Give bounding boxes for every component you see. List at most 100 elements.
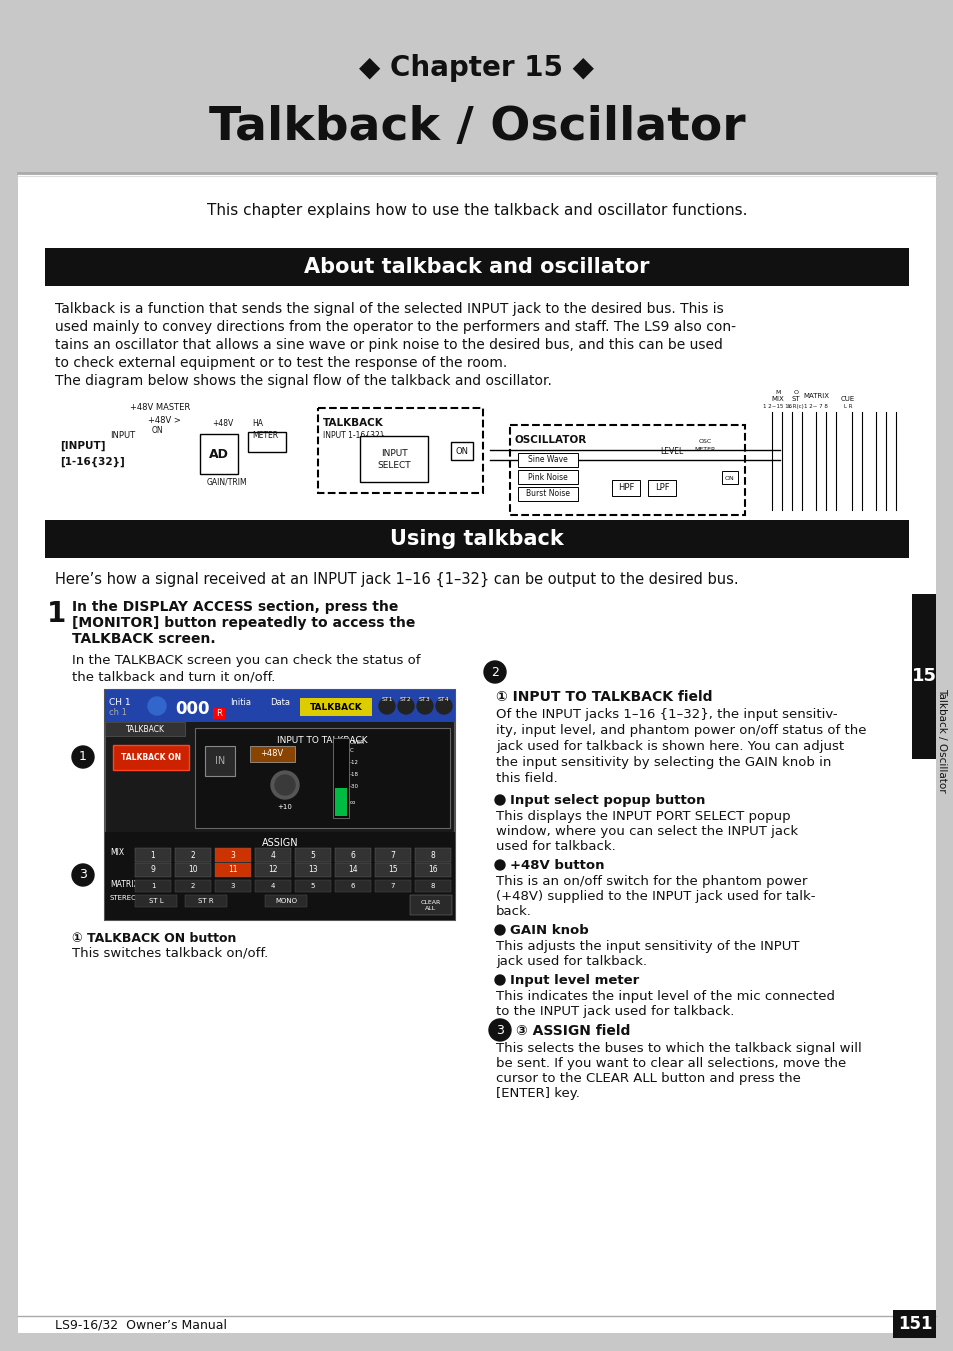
Text: TALKBACK: TALKBACK <box>310 703 362 712</box>
Bar <box>294 863 331 877</box>
Text: 5: 5 <box>311 851 315 859</box>
Text: 2: 2 <box>191 884 195 889</box>
Text: 15: 15 <box>910 667 936 685</box>
Text: Initia: Initia <box>230 698 251 707</box>
Text: jack used for talkback is shown here. You can adjust: jack used for talkback is shown here. Yo… <box>496 740 843 753</box>
Text: The diagram below shows the signal flow of the talkback and oscillator.: The diagram below shows the signal flow … <box>55 374 551 388</box>
Text: -30: -30 <box>350 784 358 789</box>
Text: window, where you can select the INPUT jack: window, where you can select the INPUT j… <box>496 825 798 838</box>
Text: INPUT: INPUT <box>380 450 407 458</box>
Bar <box>335 848 371 862</box>
Text: MONO: MONO <box>274 898 296 904</box>
Text: +48V MASTER: +48V MASTER <box>130 403 190 412</box>
Text: LPF: LPF <box>654 484 669 493</box>
Bar <box>105 690 455 721</box>
Text: -18: -18 <box>350 771 358 777</box>
Text: [INPUT]: [INPUT] <box>60 440 106 451</box>
Circle shape <box>378 698 395 713</box>
Text: MIX: MIX <box>110 848 124 857</box>
Text: HPF: HPF <box>618 484 634 493</box>
Text: +48V >: +48V > <box>148 416 181 426</box>
Circle shape <box>495 794 504 805</box>
Text: ST3: ST3 <box>418 697 431 703</box>
Bar <box>214 880 251 892</box>
Text: 16: 16 <box>428 866 437 874</box>
Text: C: C <box>350 748 354 753</box>
Text: 4: 4 <box>271 884 274 889</box>
Bar <box>415 848 451 862</box>
Text: used mainly to convey directions from the operator to the performers and staff. : used mainly to convey directions from th… <box>55 320 735 334</box>
Text: be sent. If you want to clear all selections, move the: be sent. If you want to clear all select… <box>496 1056 845 1070</box>
Text: Talkback / Oscillator: Talkback / Oscillator <box>936 688 946 792</box>
Text: 1: 1 <box>79 751 87 763</box>
Text: ASSIGN: ASSIGN <box>261 838 298 848</box>
Bar <box>375 863 411 877</box>
Bar <box>174 863 211 877</box>
Text: ◆ Chapter 15 ◆: ◆ Chapter 15 ◆ <box>359 54 594 82</box>
Text: OSC: OSC <box>698 439 711 444</box>
Text: this field.: this field. <box>496 771 558 785</box>
Text: R: R <box>215 709 222 719</box>
Text: 3: 3 <box>496 1024 503 1036</box>
Bar <box>375 880 411 892</box>
Bar <box>359 436 428 482</box>
Bar <box>214 863 251 877</box>
Bar <box>135 848 171 862</box>
Text: ON: ON <box>152 426 164 435</box>
Text: 1: 1 <box>151 884 155 889</box>
Text: [MONITOR] button repeatedly to access the: [MONITOR] button repeatedly to access th… <box>71 616 415 630</box>
Text: +48V: +48V <box>260 750 283 758</box>
Text: Input select popup button: Input select popup button <box>510 794 704 807</box>
Text: INPUT 1-16{32}: INPUT 1-16{32} <box>323 430 384 439</box>
Circle shape <box>274 775 294 794</box>
Bar <box>250 746 294 762</box>
Text: 151: 151 <box>897 1315 931 1333</box>
Text: This indicates the input level of the mic connected: This indicates the input level of the mi… <box>496 990 834 1002</box>
Circle shape <box>483 661 505 684</box>
Text: 8: 8 <box>431 884 435 889</box>
Text: 3: 3 <box>79 869 87 881</box>
Text: CUE: CUE <box>840 396 854 403</box>
Bar <box>205 746 234 775</box>
Text: IN: IN <box>214 757 225 766</box>
Bar <box>174 880 211 892</box>
Bar <box>105 690 455 920</box>
Text: OSCILLATOR: OSCILLATOR <box>515 435 587 444</box>
Text: MIX: MIX <box>771 396 783 403</box>
Bar <box>721 471 738 484</box>
Text: 12: 12 <box>268 866 277 874</box>
Text: +10: +10 <box>277 804 293 811</box>
Bar <box>18 18 935 173</box>
Text: +48V: +48V <box>212 420 233 428</box>
Bar <box>451 442 473 459</box>
Text: 000: 000 <box>174 700 210 717</box>
Bar <box>45 249 908 286</box>
Text: ST4: ST4 <box>437 697 450 703</box>
Text: (+48V) supplied to the INPUT jack used for talk-: (+48V) supplied to the INPUT jack used f… <box>496 890 815 902</box>
Text: ① TALKBACK ON button: ① TALKBACK ON button <box>71 932 236 944</box>
Text: OVER: OVER <box>350 740 365 744</box>
Circle shape <box>71 746 94 767</box>
Text: 3: 3 <box>231 851 235 859</box>
Text: 2: 2 <box>191 851 195 859</box>
Text: Here’s how a signal received at an INPUT jack 1–16 {1–32} can be output to the d: Here’s how a signal received at an INPUT… <box>55 571 738 588</box>
Bar <box>135 863 171 877</box>
Text: Burst Noise: Burst Noise <box>525 489 569 499</box>
Text: 1 2~ 7 8: 1 2~ 7 8 <box>803 404 827 409</box>
Text: This chapter explains how to use the talkback and oscillator functions.: This chapter explains how to use the tal… <box>207 203 746 218</box>
Text: to check external equipment or to test the response of the room.: to check external equipment or to test t… <box>55 357 507 370</box>
Text: This switches talkback on/off.: This switches talkback on/off. <box>71 947 268 961</box>
Text: Pink Noise: Pink Noise <box>528 473 567 481</box>
Text: Talkback / Oscillator: Talkback / Oscillator <box>209 105 744 150</box>
Text: 9: 9 <box>151 866 155 874</box>
Text: back.: back. <box>496 905 532 917</box>
Text: ch 1: ch 1 <box>109 708 127 717</box>
Text: LS9-16/32  Owner’s Manual: LS9-16/32 Owner’s Manual <box>55 1319 227 1332</box>
Text: 7: 7 <box>391 884 395 889</box>
Text: Using talkback: Using talkback <box>390 530 563 549</box>
Text: TALKBACK: TALKBACK <box>323 417 383 428</box>
Bar <box>213 708 225 719</box>
Text: SELECT: SELECT <box>376 462 411 470</box>
Text: the talkback and turn it on/off.: the talkback and turn it on/off. <box>71 670 275 684</box>
Bar <box>335 863 371 877</box>
